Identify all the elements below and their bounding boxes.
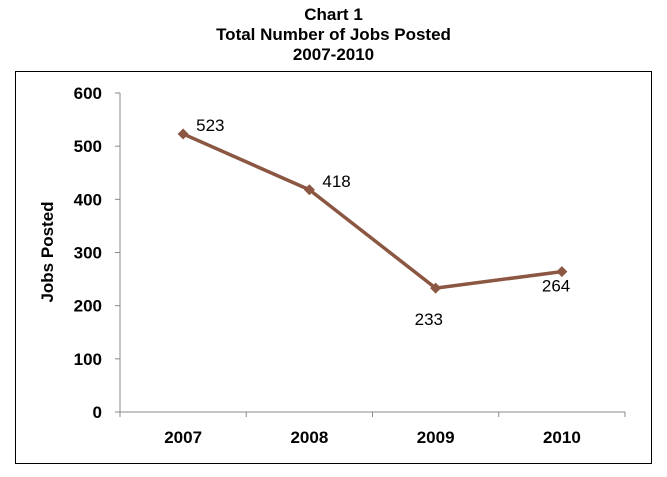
x-tick-label: 2008 [290,428,328,447]
series-layer [177,128,568,294]
data-point-marker [556,266,568,278]
data-point-marker [177,128,189,140]
y-tick-label: 0 [93,403,102,422]
data-label: 523 [196,116,224,135]
x-tick-label: 2007 [164,428,202,447]
axes [115,92,626,417]
data-point-marker [430,282,442,294]
y-tick-label: 100 [74,350,102,369]
data-label: 264 [542,277,570,296]
chart-frame [15,71,652,464]
y-tick-label: 600 [74,84,102,103]
data-label: 233 [415,310,443,329]
x-tick-label: 2009 [417,428,455,447]
x-tick-label: 2010 [543,428,581,447]
y-tick-labels: 0 100 200 300 400 500 600 [74,84,102,422]
chart-title-line-1: Chart 1 [304,5,363,24]
y-axis-title: Jobs Posted [38,201,57,302]
chart-title-line-2: Total Number of Jobs Posted [216,25,451,44]
data-point-marker [303,184,315,196]
y-tick-label: 400 [74,190,102,209]
data-label: 418 [322,172,350,191]
x-tick-labels: 2007 2008 2009 2010 [164,428,581,447]
y-tick-label: 200 [74,297,102,316]
chart-title-line-3: 2007-2010 [292,45,375,64]
data-labels: 523 418 233 264 [196,116,570,329]
y-tick-label: 500 [74,137,102,156]
y-tick-label: 300 [74,244,102,263]
series-line [182,132,563,290]
